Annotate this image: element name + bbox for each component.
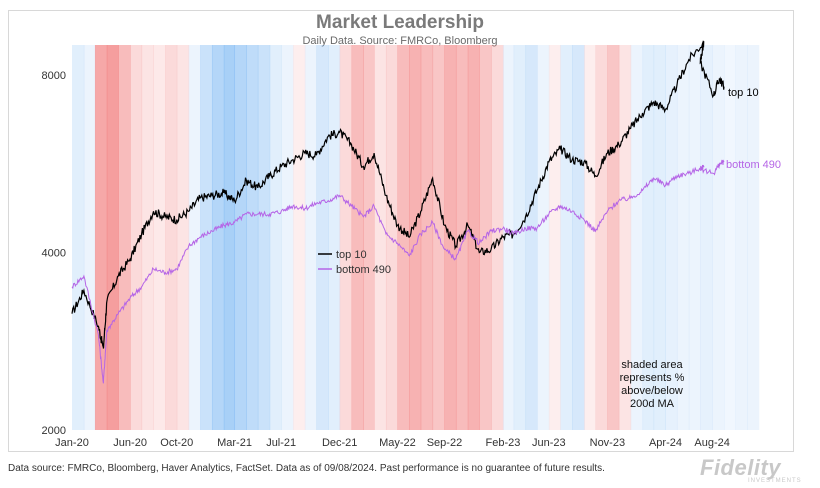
shading-band [118, 45, 131, 430]
y-tick-label: 8000 [42, 70, 66, 82]
legend-label: bottom 490 [336, 264, 391, 276]
annotation-line: represents % [620, 372, 685, 384]
legend-label: top 10 [336, 249, 367, 261]
x-tick-label: Sep-22 [427, 437, 462, 449]
shading-band [653, 45, 666, 430]
shading-band [420, 45, 434, 430]
ma-shading [72, 45, 760, 430]
shading-band [385, 45, 398, 430]
shading-band [176, 45, 190, 430]
fidelity-logo-subtext: INVESTMENTS [748, 478, 802, 484]
shading-band [572, 45, 585, 430]
shading-band [630, 45, 644, 430]
shading-band [200, 45, 213, 430]
shading-band [724, 45, 736, 430]
shading-band [165, 45, 178, 430]
y-axis: 2000 4000 8000 [42, 70, 66, 437]
shading-band [72, 45, 85, 430]
end-label: top 10 [728, 87, 759, 99]
shading-band [735, 45, 748, 430]
shading-band [397, 45, 410, 430]
x-tick-label: Dec-21 [322, 437, 357, 449]
shading-band [234, 45, 247, 430]
shading-band [223, 45, 236, 430]
shading-band [700, 45, 713, 430]
x-axis: Jan-20 Jun-20 Oct-20 Mar-21 Jul-21 Dec-21 May-… [55, 437, 730, 449]
x-tick-label: Jan-20 [55, 437, 89, 449]
annotation-line: 200d MA [630, 398, 675, 410]
x-tick-label: Nov-23 [590, 437, 625, 449]
x-tick-label: Oct-20 [160, 437, 193, 449]
x-tick-label: Jul-21 [266, 437, 296, 449]
series-line-bottom-490 [71, 159, 725, 384]
shading-band [607, 45, 620, 430]
shading-band [665, 45, 678, 430]
shading-band [642, 45, 655, 430]
shading-band [525, 45, 538, 430]
annotation-line: above/below [621, 385, 683, 397]
x-tick-label: Jun-20 [113, 437, 147, 449]
chart-title: Market Leadership [316, 12, 484, 33]
chart-frame [8, 10, 794, 452]
shading-band [339, 45, 353, 430]
shading-band [141, 45, 154, 430]
shading-band [560, 45, 573, 430]
shading-band [537, 45, 550, 430]
legend: top 10 bottom 490 [318, 249, 391, 276]
shading-band [491, 45, 504, 430]
chart-subtitle: Daily Data. Source: FMRCo, Bloomberg [302, 35, 498, 47]
shading-band [444, 45, 457, 430]
x-tick-label: Apr-24 [649, 437, 682, 449]
shading-band [269, 45, 282, 430]
shading-band [688, 45, 701, 430]
shading-band [304, 45, 317, 430]
shading-band [328, 45, 341, 430]
series-lines [71, 40, 725, 384]
shading-band [595, 45, 608, 430]
shading-band [351, 45, 364, 430]
shading-band [106, 45, 119, 430]
shading-band [257, 45, 271, 430]
shading-band [548, 45, 561, 430]
y-tick-label: 2000 [42, 425, 66, 437]
shading-band [281, 45, 294, 430]
shading-band [584, 45, 597, 430]
x-tick-label: Jun-23 [532, 437, 566, 449]
shading-band [316, 45, 329, 430]
annotation-line: shaded area [621, 359, 683, 371]
shading-band [153, 45, 166, 430]
x-tick-label: May-22 [379, 437, 416, 449]
x-tick-label: Aug-24 [694, 437, 729, 449]
shading-band [246, 45, 259, 430]
shading-band [130, 45, 143, 430]
shading-band [712, 45, 725, 430]
end-label: bottom 490 [726, 159, 781, 171]
end-labels: top 10 bottom 490 [726, 87, 781, 171]
x-tick-label: Mar-21 [217, 437, 252, 449]
shading-band [188, 45, 201, 430]
shading-band [94, 45, 108, 430]
shading-band [363, 45, 375, 430]
shading-band [502, 45, 515, 430]
shading-band [293, 45, 306, 430]
footer-disclaimer: Data source: FMRCo, Bloomberg, Haver Ana… [8, 463, 605, 474]
shading-band [676, 45, 690, 430]
fidelity-logo: Fidelity [700, 455, 782, 480]
shading-band [409, 45, 422, 430]
series-line-top-10 [71, 40, 725, 349]
shading-band [513, 45, 527, 430]
x-tick-label: Feb-23 [486, 437, 521, 449]
shading-band [83, 45, 96, 430]
y-tick-label: 4000 [42, 248, 66, 260]
shading-band [374, 45, 387, 430]
shading-band [211, 45, 225, 430]
shading-band [747, 45, 760, 430]
